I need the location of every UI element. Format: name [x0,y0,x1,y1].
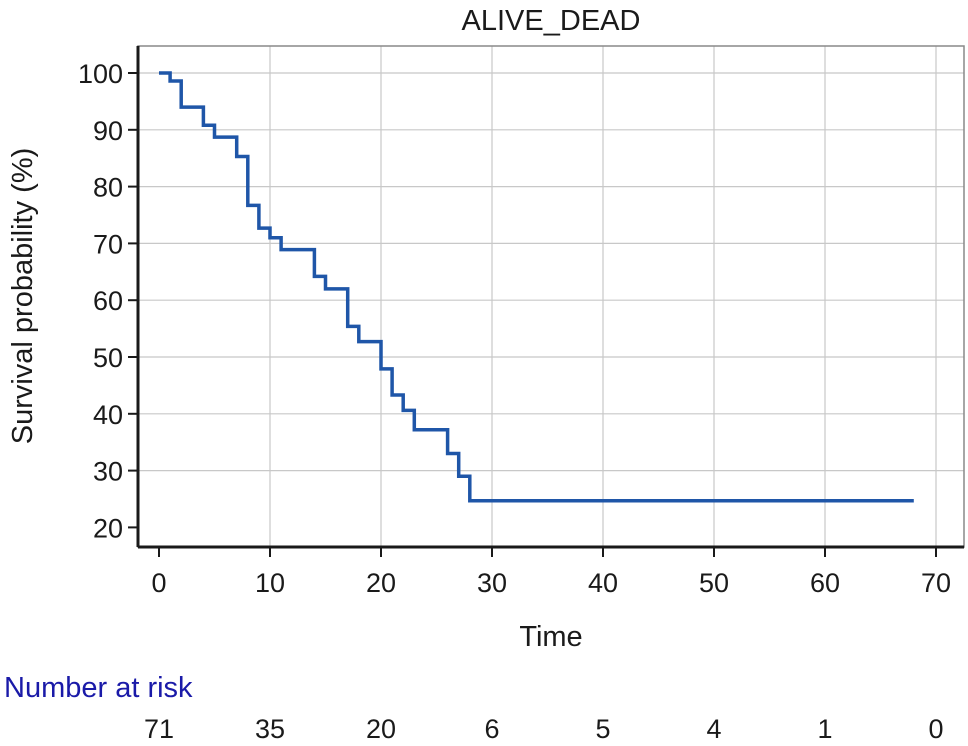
risk-count: 71 [144,714,174,744]
grid-lines [138,46,964,547]
plot-frame [137,45,965,548]
y-tick-label: 70 [93,229,123,259]
risk-count: 6 [484,714,499,744]
y-tick-label: 30 [93,457,123,487]
risk-count: 20 [366,714,396,744]
y-tick-label: 20 [93,513,123,543]
risk-count: 4 [706,714,721,744]
x-tick-label: 40 [588,568,618,598]
risk-count: 0 [928,714,943,744]
x-tick-label: 70 [921,568,951,598]
chart-title: ALIVE_DEAD [462,5,641,37]
x-tick-label: 30 [477,568,507,598]
x-tick-label: 20 [366,568,396,598]
risk-table-values: 71 35 20 6 5 4 1 0 [144,714,944,744]
risk-count: 5 [595,714,610,744]
y-tick-label: 40 [93,400,123,430]
x-axis-ticks: 0 10 20 30 40 50 60 70 [151,547,951,598]
risk-table-title: Number at risk [4,672,193,704]
risk-count: 35 [255,714,285,744]
y-axis-label: Survival probability (%) [7,148,39,445]
x-tick-label: 60 [810,568,840,598]
x-tick-label: 10 [255,568,285,598]
y-tick-label: 100 [78,59,123,89]
y-tick-label: 60 [93,286,123,316]
y-tick-label: 50 [93,343,123,373]
x-tick-label: 0 [151,568,166,598]
risk-count: 1 [817,714,832,744]
y-tick-label: 80 [93,173,123,203]
survival-curve-line [159,71,914,503]
y-tick-label: 90 [93,116,123,146]
y-axis-ticks: 20 30 40 50 60 70 80 90 100 [78,59,138,543]
x-axis-label: Time [519,621,582,653]
x-tick-label: 50 [699,568,729,598]
